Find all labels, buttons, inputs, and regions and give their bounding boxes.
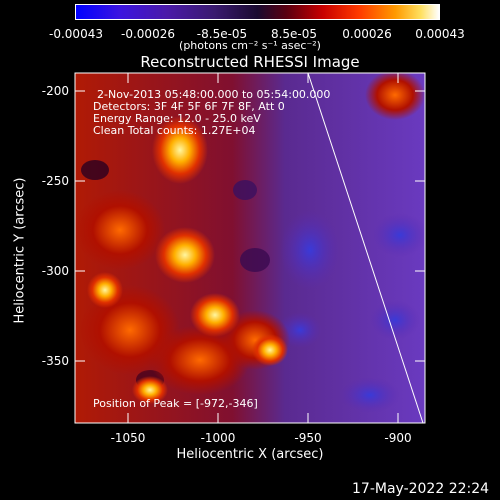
colorbar-tick-label: -0.00026 xyxy=(121,27,175,41)
plot-frame xyxy=(74,72,426,424)
annotation-method-counts: Clean Total counts: 1.27E+04 xyxy=(93,124,256,137)
plot-title: Reconstructed RHESSI Image xyxy=(140,53,360,71)
x-tick-label: -950 xyxy=(294,431,322,445)
annotation-detectors: Detectors: 3F 4F 5F 6F 7F 8F, Att 0 xyxy=(93,100,285,113)
footer-timestamp: 17-May-2022 22:24 xyxy=(352,481,490,497)
solar-limb-line xyxy=(307,73,424,423)
y-tick-label: -200 xyxy=(41,84,69,98)
annotation-time-range: 2-Nov-2013 05:48:00.000 to 05:54:00.000 xyxy=(97,88,331,101)
colorbar-tick-label: 8.5e-05 xyxy=(270,27,318,41)
colorbar xyxy=(75,4,440,20)
colorbar-tick-label: 0.00026 xyxy=(342,27,392,41)
colorbar-units: (photons cm⁻² s⁻¹ asec⁻²) xyxy=(179,39,321,52)
y-axis-label: Heliocentric Y (arcsec) xyxy=(12,177,28,324)
x-tick-label: -900 xyxy=(384,431,412,445)
y-tick-label: -300 xyxy=(41,264,69,278)
y-tick-label: -350 xyxy=(41,354,69,368)
y-tick-label: -250 xyxy=(41,174,69,188)
colorbar-tick-label: -8.5e-05 xyxy=(196,27,248,41)
x-axis-label: Heliocentric X (arcsec) xyxy=(176,447,324,462)
colorbar-tick-label: 0.00043 xyxy=(415,27,465,41)
x-tick-label: -1000 xyxy=(200,431,236,445)
x-tick-label: -1050 xyxy=(110,431,146,445)
colorbar-tick-label: -0.00043 xyxy=(49,27,103,41)
annotation-energy-range: Energy Range: 12.0 - 25.0 keV xyxy=(93,112,261,125)
annotation-peak-position: Position of Peak = [-972,-346] xyxy=(93,397,258,410)
